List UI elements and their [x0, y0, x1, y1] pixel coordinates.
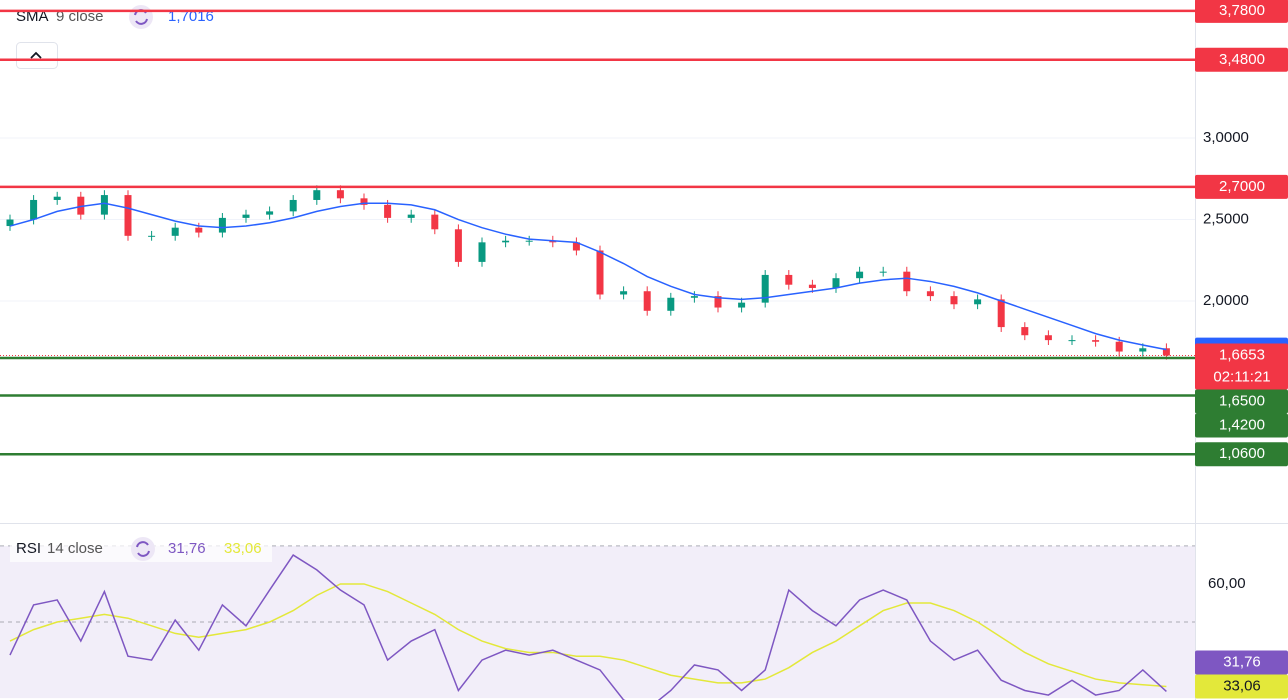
- candle-body: [525, 240, 533, 242]
- candle-body: [242, 214, 250, 218]
- candle-body: [808, 284, 816, 288]
- price-badge-text: 1,6653: [1219, 347, 1265, 364]
- legend-value: 31,76: [168, 540, 206, 557]
- rsi-badge-text: 33,06: [1223, 677, 1261, 694]
- candle-body: [903, 271, 911, 292]
- candle-body: [218, 217, 226, 233]
- legend-value: 1,7016: [168, 8, 214, 25]
- legend-icon-glyph: [136, 541, 150, 557]
- candle-body: [478, 242, 486, 262]
- legend-name: SMA: [16, 8, 49, 25]
- candle-body: [549, 240, 557, 243]
- level-badge: [1195, 442, 1288, 467]
- y-tick-label: 2,0000: [1203, 292, 1249, 309]
- level-badge-text: 2,7000: [1219, 178, 1265, 195]
- legend-params: 14 close: [47, 540, 103, 557]
- candle-body: [1139, 348, 1147, 352]
- candle-body: [384, 204, 392, 218]
- candle-body: [289, 199, 297, 212]
- candle-body: [950, 296, 958, 305]
- candle-body: [454, 229, 462, 262]
- rsi-line: [9, 583, 1167, 688]
- rsi-badge-text: 31,76: [1223, 653, 1261, 670]
- level-badge: [1195, 389, 1288, 414]
- candle-body: [360, 198, 368, 205]
- candle-body: [572, 242, 580, 251]
- candle-body: [997, 299, 1005, 328]
- level-badge-text: 3,4800: [1219, 51, 1265, 68]
- candle-body: [856, 271, 864, 279]
- candle-body: [1162, 348, 1170, 356]
- legend-icon[interactable]: [131, 537, 155, 561]
- sma-line: [9, 202, 1167, 351]
- price-badge: [1195, 343, 1288, 390]
- level-badge: [1195, 47, 1288, 72]
- y-tick-label: 2,5000: [1203, 210, 1249, 227]
- legend-value: 33,06: [224, 540, 262, 557]
- candle-body: [1115, 341, 1123, 352]
- candle-body: [879, 271, 887, 273]
- candle-body: [336, 190, 344, 199]
- candle-body: [77, 196, 85, 215]
- candle-body: [974, 299, 982, 305]
- candle-body: [832, 278, 840, 288]
- level-badge-text: 1,6500: [1219, 393, 1265, 410]
- candle-body: [313, 190, 321, 200]
- candle-body: [785, 274, 793, 285]
- level-badge: [1195, 413, 1288, 438]
- candle-body: [1092, 340, 1100, 342]
- candle-body: [53, 196, 61, 200]
- rsi-line: [9, 554, 1167, 700]
- candle-body: [266, 211, 274, 215]
- candle-body: [1044, 335, 1052, 341]
- legend-params: 9 close: [56, 8, 104, 25]
- collapse-button[interactable]: [16, 42, 58, 69]
- level-badge-text: 1,4200: [1219, 417, 1265, 434]
- rsi-badge: [1195, 674, 1288, 699]
- collapse-icon: [30, 51, 42, 59]
- level-badge-text: 1,0600: [1219, 445, 1265, 462]
- legend-icon[interactable]: [129, 5, 153, 29]
- candle-body: [714, 296, 722, 308]
- candle-body: [761, 274, 769, 303]
- legend-name: RSI: [16, 540, 41, 557]
- price-badge-text: 02:11:21: [1213, 369, 1270, 386]
- candle-body: [620, 291, 628, 295]
- candle-body: [667, 297, 675, 311]
- candle-body: [431, 214, 439, 230]
- y-tick-label: 3,0000: [1203, 129, 1249, 146]
- candle-body: [171, 227, 179, 236]
- y-tick-label: 60,00: [1208, 575, 1246, 592]
- level-badge-text: 3,7800: [1219, 2, 1265, 19]
- level-badge: [1195, 0, 1288, 23]
- candle-body: [926, 291, 934, 297]
- candle-body: [407, 214, 415, 218]
- candle-body: [124, 195, 132, 236]
- candle-body: [148, 235, 156, 237]
- candle-body: [502, 240, 510, 243]
- candle-body: [30, 199, 38, 220]
- candle-body: [596, 250, 604, 295]
- candle-body: [1068, 340, 1076, 342]
- candle-body: [195, 227, 203, 233]
- candle-body: [738, 302, 746, 308]
- candle-body: [100, 195, 108, 215]
- level-badge: [1195, 174, 1288, 199]
- rsi-badge: [1195, 650, 1288, 675]
- candle-body: [690, 296, 698, 298]
- candle-body: [1021, 327, 1029, 336]
- candle-body: [6, 219, 14, 227]
- candle-body: [643, 291, 651, 311]
